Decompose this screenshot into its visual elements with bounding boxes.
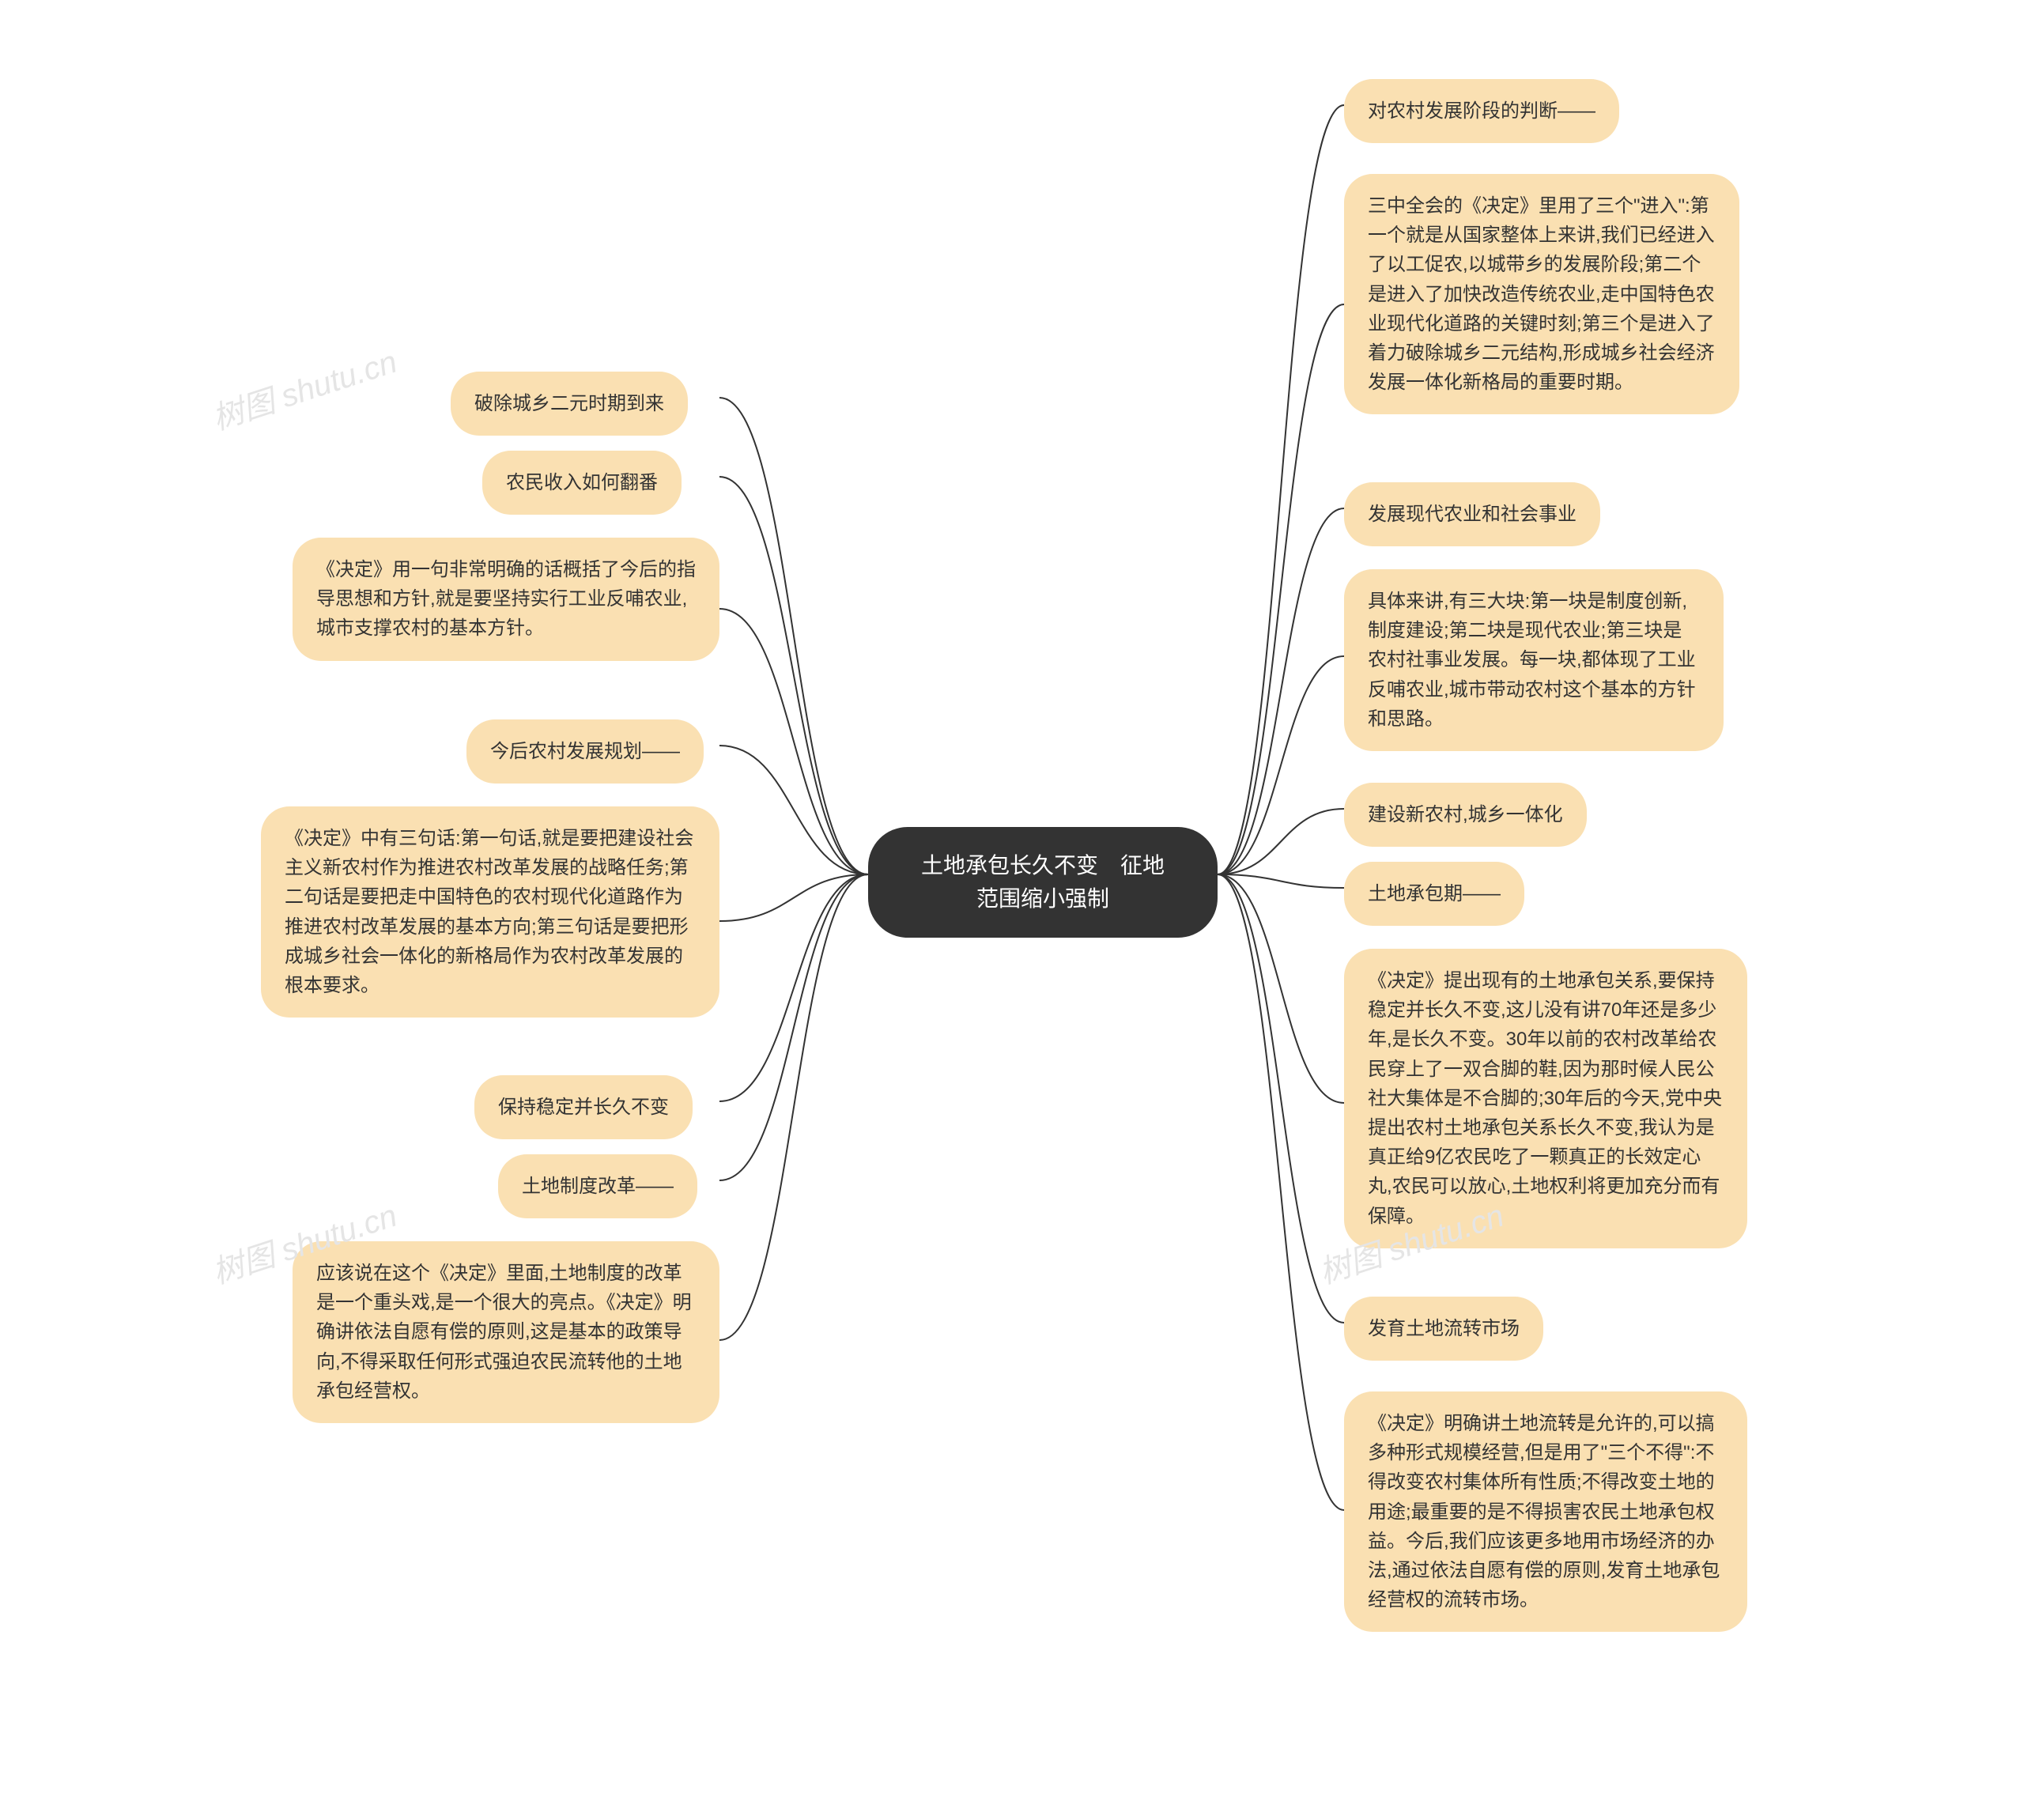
mindmap-center-node[interactable]: 土地承包长久不变 征地范围缩小强制 <box>868 827 1218 938</box>
mindmap-node-r7[interactable]: 《决定》提出现有的土地承包关系,要保持稳定并长久不变,这儿没有讲70年还是多少年… <box>1344 949 1747 1248</box>
mindmap-node-l8[interactable]: 应该说在这个《决定》里面,土地制度的改革是一个重头戏,是一个很大的亮点。《决定》… <box>293 1241 719 1423</box>
mindmap-node-r4[interactable]: 具体来讲,有三大块:第一块是制度创新,制度建设;第二块是现代农业;第三块是农村社… <box>1344 569 1724 751</box>
mindmap-node-l3[interactable]: 《决定》用一句非常明确的话概括了今后的指导思想和方针,就是要坚持实行工业反哺农业… <box>293 538 719 661</box>
mindmap-node-r1[interactable]: 对农村发展阶段的判断—— <box>1344 79 1619 143</box>
mindmap-node-r8[interactable]: 发育土地流转市场 <box>1344 1297 1543 1361</box>
mindmap-node-r9[interactable]: 《决定》明确讲土地流转是允许的,可以搞多种形式规模经营,但是用了"三个不得":不… <box>1344 1391 1747 1632</box>
mindmap-node-r3[interactable]: 发展现代农业和社会事业 <box>1344 482 1600 546</box>
mindmap-node-r6[interactable]: 土地承包期—— <box>1344 862 1524 926</box>
mindmap-node-l1[interactable]: 破除城乡二元时期到来 <box>451 372 688 436</box>
mindmap-node-l6[interactable]: 保持稳定并长久不变 <box>474 1075 693 1139</box>
mindmap-node-r2[interactable]: 三中全会的《决定》里用了三个"进入":第一个就是从国家整体上来讲,我们已经进入了… <box>1344 174 1739 414</box>
mindmap-node-l7[interactable]: 土地制度改革—— <box>498 1154 697 1218</box>
mindmap-node-l5[interactable]: 《决定》中有三句话:第一句话,就是要把建设社会主义新农村作为推进农村改革发展的战… <box>261 806 719 1018</box>
mindmap-node-l2[interactable]: 农民收入如何翻番 <box>482 451 682 515</box>
watermark-0: 树图 shutu.cn <box>206 336 402 439</box>
mindmap-node-r5[interactable]: 建设新农村,城乡一体化 <box>1344 783 1587 847</box>
mindmap-node-l4[interactable]: 今后农村发展规划—— <box>466 719 704 784</box>
